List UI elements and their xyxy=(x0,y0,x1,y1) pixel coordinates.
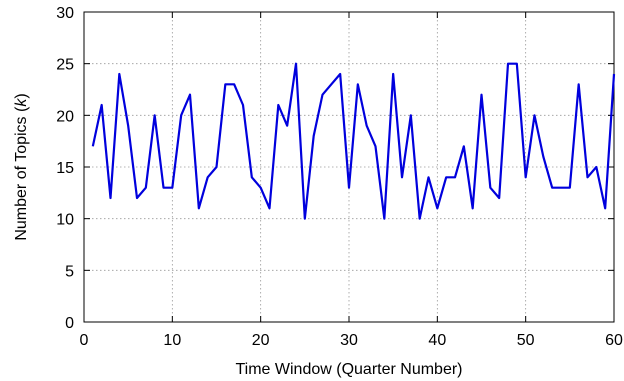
x-tick-label: 0 xyxy=(80,332,89,349)
x-tick-label: 30 xyxy=(340,332,358,349)
y-tick-label: 0 xyxy=(65,315,74,332)
y-axis-label: Number of Topics (k) xyxy=(13,93,30,240)
axis-ticks: 0 10 20 30 40 50 60 0 5 10 15 20 25 30 xyxy=(56,5,623,349)
x-tick-label: 50 xyxy=(517,332,535,349)
y-tick-label: 10 xyxy=(56,212,74,229)
series-line xyxy=(91,62,616,220)
x-tick-label: 20 xyxy=(252,332,270,349)
y-tick-label: 30 xyxy=(56,5,74,22)
grid-lines xyxy=(84,12,614,322)
y-axis-label-suffix: ) xyxy=(13,93,30,98)
x-tick-label: 10 xyxy=(163,332,181,349)
y-tick-label: 20 xyxy=(56,108,74,125)
x-tick-label: 40 xyxy=(428,332,446,349)
y-tick-label: 25 xyxy=(56,57,74,74)
y-tick-label: 15 xyxy=(56,160,74,177)
y-axis-label-prefix: Number of Topics ( xyxy=(13,106,30,241)
y-tick-label: 5 xyxy=(65,263,74,280)
x-tick-label: 60 xyxy=(605,332,623,349)
y-axis-label-variable: k xyxy=(13,98,30,107)
x-axis-label: Time Window (Quarter Number) xyxy=(235,361,462,378)
